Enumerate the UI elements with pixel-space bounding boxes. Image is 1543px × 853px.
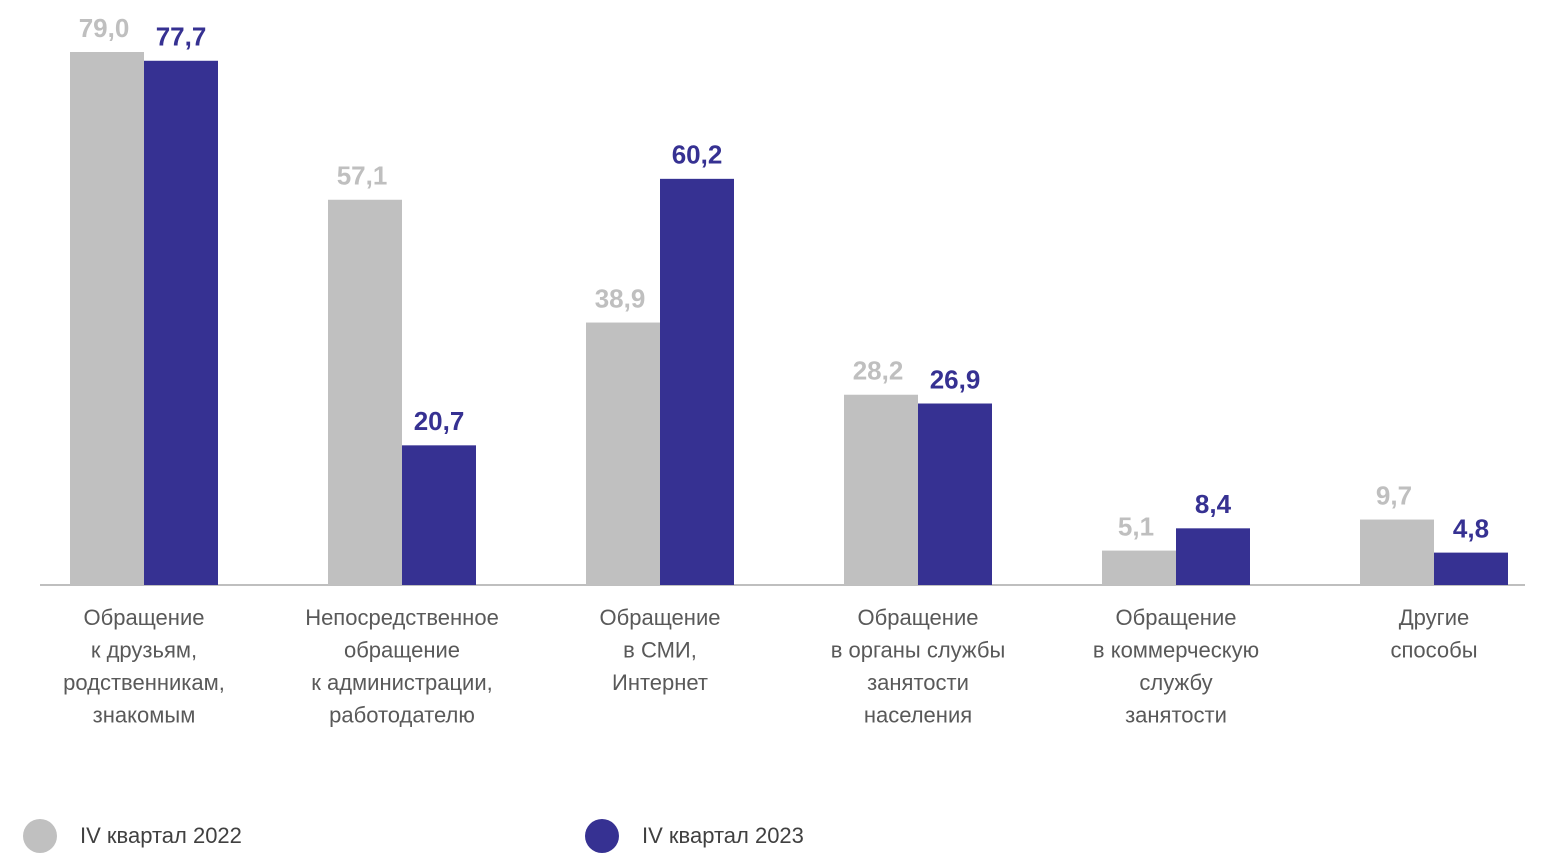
x-tick-label: родственникам, [63, 670, 225, 695]
value-label: 8,4 [1195, 489, 1232, 519]
bar [844, 394, 918, 585]
legend-marker [23, 819, 57, 853]
value-label: 77,7 [156, 22, 207, 52]
legend-label: IV квартал 2022 [80, 823, 242, 848]
x-tick-label: способы [1390, 637, 1477, 662]
x-tick-label: населения [864, 702, 972, 727]
value-label: 28,2 [853, 356, 904, 386]
x-tick-label: к друзьям, [91, 637, 197, 662]
x-tick-label: в коммерческую [1093, 637, 1259, 662]
value-label: 4,8 [1453, 513, 1489, 543]
bar [402, 445, 476, 585]
value-label: 5,1 [1118, 511, 1154, 541]
x-tick-label: занятости [1125, 702, 1227, 727]
x-tick-label: Интернет [612, 670, 708, 695]
value-label: 38,9 [595, 283, 646, 313]
x-tick-label: Обращение [858, 605, 979, 630]
x-tick-label: Обращение [1116, 605, 1237, 630]
x-tick-label: Обращение [84, 605, 205, 630]
bar [1360, 519, 1434, 585]
bar [1434, 552, 1508, 585]
value-label: 57,1 [337, 161, 388, 191]
bar [1102, 550, 1176, 585]
bar [328, 199, 402, 586]
x-tick-label: занятости [867, 670, 969, 695]
value-label: 26,9 [930, 364, 981, 394]
x-tick-label: в органы службы [831, 637, 1006, 662]
value-label: 20,7 [414, 406, 465, 436]
bar [1176, 528, 1250, 585]
x-tick-label: Другие [1399, 605, 1469, 630]
x-tick-label: Обращение [600, 605, 721, 630]
x-tick-label: службу [1139, 670, 1212, 695]
bar [144, 60, 218, 586]
x-tick-label: к администрации, [311, 670, 493, 695]
bar [70, 52, 144, 585]
bar [660, 178, 734, 585]
legend-marker [585, 819, 619, 853]
bar [918, 403, 992, 585]
value-label: 60,2 [672, 140, 723, 170]
x-tick-label: работодателю [329, 702, 475, 727]
x-tick-label: Непосредственное [305, 605, 499, 630]
value-label: 9,7 [1376, 480, 1412, 510]
x-tick-label: в СМИ, [623, 637, 697, 662]
value-label: 79,0 [79, 13, 130, 43]
bar [586, 322, 660, 585]
x-tick-label: знакомым [93, 702, 196, 727]
legend-label: IV квартал 2023 [642, 823, 804, 848]
x-tick-label: обращение [344, 637, 460, 662]
